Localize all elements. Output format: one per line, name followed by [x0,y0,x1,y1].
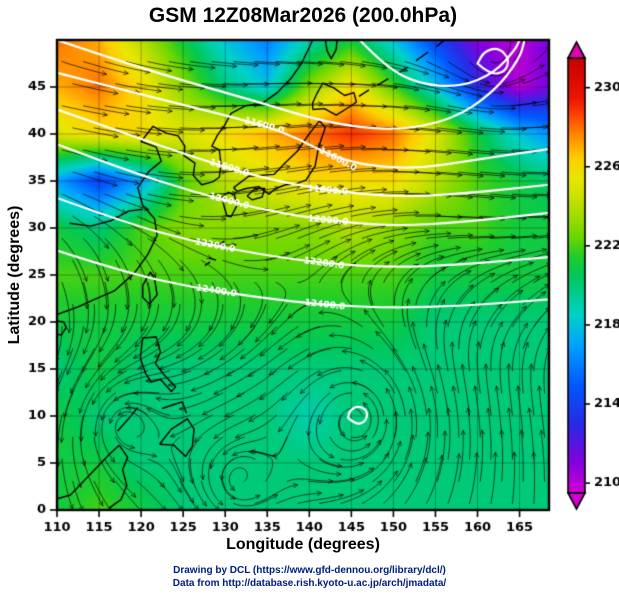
credits: Drawing by DCL (https://www.gfd-dennou.o… [0,564,619,590]
x-axis-label: Longitude (degrees) [226,536,380,553]
figure-title: GSM 12Z08Mar2026 (200.0hPa) [148,4,458,27]
weather-map-canvas [0,0,619,552]
y-axis-label: Latitude (degrees) [6,205,23,345]
credit-line-data: Data from http://database.rish.kyoto-u.a… [172,578,447,589]
credit-line-dcl: Drawing by DCL (https://www.gfd-dennou.o… [173,565,446,576]
